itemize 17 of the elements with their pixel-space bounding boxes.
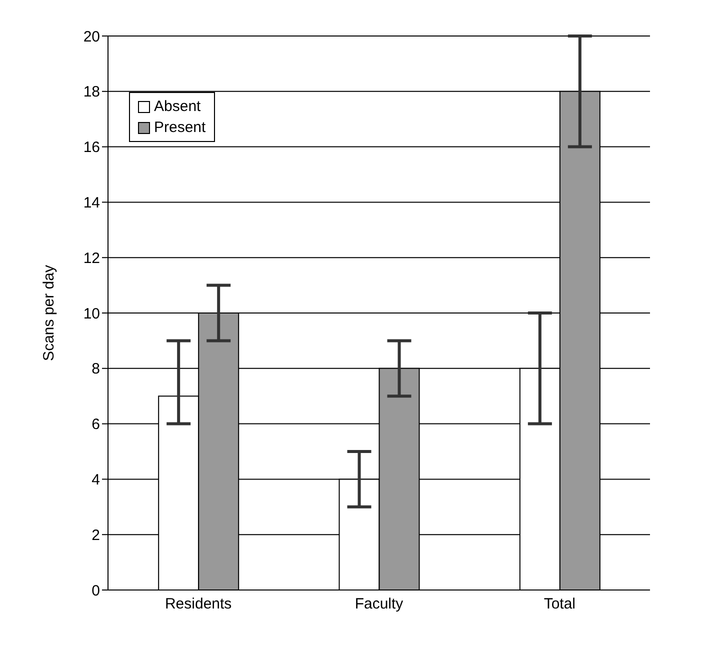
y-tick-label: 16 [83, 139, 100, 156]
y-tick-label: 10 [83, 305, 100, 322]
y-tick-label: 0 [92, 582, 100, 600]
x-tick-label: Total [544, 596, 576, 613]
x-tick-label: Faculty [354, 596, 404, 613]
x-tick-label: Residents [164, 596, 232, 613]
y-tick-label: 8 [92, 360, 100, 378]
y-tick-label: 6 [92, 416, 100, 434]
y-tick-label: 18 [83, 84, 100, 101]
y-axis-title: Scans per day [40, 264, 58, 361]
y-tick-label: 2 [92, 526, 100, 544]
y-tick-label: 14 [83, 194, 100, 212]
y-tick-label: 4 [92, 472, 100, 489]
legend-label: Present [154, 118, 206, 138]
y-tick-label: 20 [83, 28, 100, 46]
legend-label: Absent [154, 97, 201, 117]
y-tick-label: 12 [83, 250, 100, 267]
